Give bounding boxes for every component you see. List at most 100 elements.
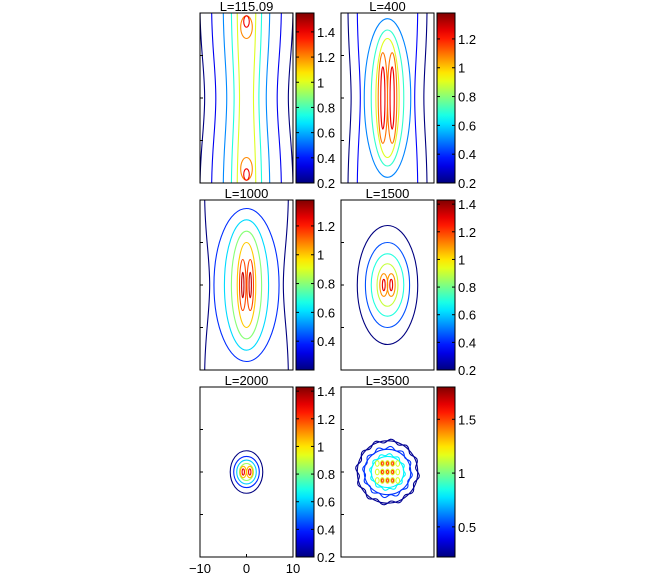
contour-line [236, 13, 241, 183]
colorbar-tick-label: 0.8 [317, 467, 335, 482]
contour-line [377, 52, 389, 144]
colorbar-tick-label: 0.6 [458, 118, 476, 133]
subplot-1: L=115.09 0.2 0.4 0.6 0.8 1 1.2 1.4 [199, 0, 335, 191]
colorbar-tick-label: 0.8 [317, 100, 335, 115]
contour-line [374, 477, 380, 484]
x-tick-label: 10 [286, 561, 300, 574]
contour-line [282, 200, 289, 370]
colorbar [436, 199, 456, 371]
contour-line [379, 460, 385, 467]
contour-line [376, 263, 399, 307]
contour-line [380, 478, 384, 483]
contour-line [391, 478, 395, 483]
colorbar-tick-label: 0.8 [458, 90, 476, 105]
contour-line [414, 13, 419, 183]
contour-line [265, 13, 271, 183]
contour-line [222, 13, 228, 183]
colorbar-tick-label: 1 [317, 439, 324, 454]
colorbar-tick-label: 1.2 [458, 225, 476, 240]
subplot-5: L=2000 0.2 0.4 0.6 0.8 1 1.2 1.4 [199, 373, 335, 565]
subplot-2: L=400 0.2 0.4 0.6 0.8 1 1.2 [340, 0, 476, 191]
contour-line [204, 200, 211, 370]
colorbar-tick-label: 1.2 [458, 32, 476, 47]
contour-line [395, 460, 401, 467]
subplot-title: L=1500 [366, 186, 410, 201]
contour-line [236, 241, 257, 329]
contour-line [229, 450, 264, 494]
contour-line [356, 13, 361, 183]
contour-line [374, 460, 380, 467]
colorbar [295, 386, 315, 558]
contour-line [230, 13, 235, 183]
colorbar-tick-label: 0.4 [317, 334, 335, 349]
contour-line [395, 477, 401, 484]
subplot-title: L=400 [369, 0, 406, 14]
contour-line [213, 207, 280, 363]
contour-line [385, 460, 390, 467]
colorbar-tick-label: 0.2 [317, 550, 335, 565]
contour-line [200, 13, 206, 183]
x-tick-label: −10 [189, 561, 211, 574]
contour-line [391, 469, 395, 475]
contour-line [230, 230, 263, 340]
contour-line [233, 455, 260, 489]
contour-line [243, 15, 250, 28]
subplot-4: L=1500 0.2 0.4 0.6 0.8 1 1.2 1.4 [340, 186, 476, 378]
contour-line [246, 465, 254, 479]
colorbar-tick-label: 0.6 [317, 495, 335, 510]
colorbar-tick-label: 0.2 [458, 363, 476, 378]
contour-line [379, 468, 385, 476]
colorbar-tick-label: 0.2 [458, 176, 476, 191]
colorbar-tick-label: 1.2 [317, 219, 335, 234]
contour-line [395, 468, 401, 476]
contour-line [386, 461, 389, 466]
contour-line [356, 224, 419, 346]
contour-line [386, 469, 389, 475]
contour-line [369, 453, 406, 491]
contour-line [390, 460, 396, 467]
colorbar-tick-label: 0.2 [317, 176, 335, 191]
contour-line [246, 258, 255, 312]
contour-line [276, 13, 282, 183]
contour-line [386, 273, 396, 297]
contour-line [379, 273, 389, 297]
subplot-title: L=2000 [225, 373, 269, 388]
colorbar-tick-label: 0.4 [458, 147, 476, 162]
x-tick-label: 0 [243, 561, 250, 574]
contour-line [390, 477, 396, 484]
colorbar-tick-label: 0.6 [458, 308, 476, 323]
plot-frame [340, 386, 435, 558]
contour-line [380, 461, 384, 466]
colorbar-tick-label: 0.8 [458, 280, 476, 295]
contour-line [236, 459, 257, 485]
contour-line [374, 468, 380, 476]
subplot-title: L=3500 [366, 373, 410, 388]
colorbar-tick-label: 1 [317, 75, 324, 90]
contour-line [380, 469, 384, 475]
colorbar-tick-label: 0.6 [317, 126, 335, 141]
colorbar-tick-label: 0.6 [317, 305, 335, 320]
contour-line [390, 468, 396, 476]
colorbar-tick-label: 1.4 [317, 384, 335, 399]
colorbar-tick-label: 1 [458, 61, 465, 76]
colorbar [295, 12, 315, 184]
colorbar [436, 386, 456, 558]
colorbar-tick-label: 0.4 [317, 522, 335, 537]
subplot-3: L=1000 0.4 0.6 0.8 1 1.2 [199, 186, 335, 371]
colorbar-tick-label: 1.4 [458, 197, 476, 212]
contour-line [241, 271, 245, 299]
subplot-6: L=3500 0.5 1 1.5 [340, 373, 476, 558]
contour-line [238, 462, 255, 482]
colorbar-tick-label: 0.8 [317, 277, 335, 292]
contour-line [385, 468, 390, 476]
subplot-title: L=1000 [225, 186, 269, 201]
contour-line [386, 478, 389, 483]
colorbar-tick-label: 1.2 [317, 50, 335, 65]
contour-line [363, 18, 412, 178]
contour-line [375, 37, 400, 159]
contour-line [385, 477, 390, 484]
colorbar-tick-label: 1 [458, 252, 465, 267]
contour-line [239, 465, 247, 479]
contour-line [211, 13, 217, 183]
